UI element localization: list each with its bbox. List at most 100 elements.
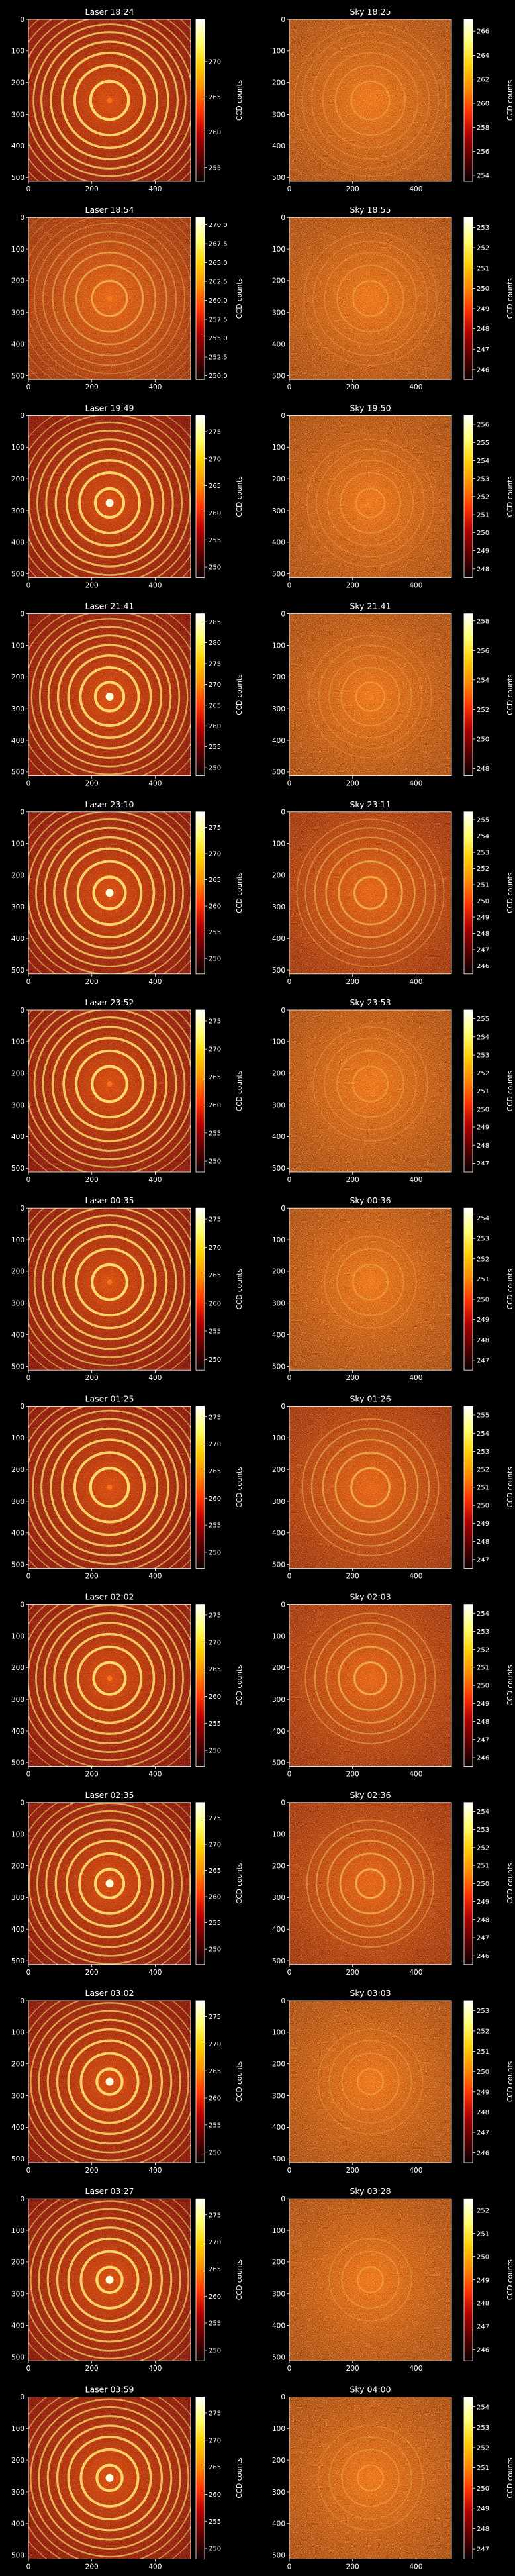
colorbar-tick-label: 250 <box>477 285 489 293</box>
y-tick-label: 500 <box>11 769 24 777</box>
panel-title: Sky 02:03 <box>350 1592 391 1602</box>
colorbar-tick-label: 275 <box>209 1216 221 1224</box>
y-tick-label: 500 <box>272 1165 285 1173</box>
axes-frame <box>289 1207 452 1371</box>
colorbar-tick-label: 254 <box>477 1430 489 1438</box>
y-tick-label: 400 <box>272 1133 285 1141</box>
colorbar-tick-label: 265 <box>209 702 221 709</box>
y-tick-label: 500 <box>11 2155 24 2163</box>
y-tick-label: 0 <box>281 2393 285 2401</box>
colorbar <box>463 2396 473 2559</box>
colorbar-tick-label: 247 <box>477 2323 489 2330</box>
x-tick-label: 0 <box>287 1374 292 1382</box>
y-tick-label: 200 <box>11 673 24 681</box>
colorbar-tick-label: 260 <box>209 1102 221 1109</box>
colorbar-tick-label: 266 <box>477 28 489 36</box>
x-tick-label: 200 <box>85 2167 99 2175</box>
y-tick-label: 200 <box>272 277 285 285</box>
colorbar-tick-label: 250 <box>477 1881 489 1888</box>
y-tick-label: 400 <box>272 1728 285 1736</box>
image-noise <box>289 1208 451 1371</box>
heatmap-panel: Sky 00:36 0 200 400 0 100 200 300 400 500 247 248 24… <box>272 1195 514 1382</box>
fringe-image <box>289 1208 451 1371</box>
x-tick-label: 0 <box>287 185 292 193</box>
colorbar-tick-label: 255 <box>209 1328 221 1336</box>
fringe-image <box>28 2001 191 2163</box>
y-tick-label: 500 <box>11 174 24 182</box>
y-tick-label: 500 <box>11 1759 24 1767</box>
y-tick-label: 200 <box>11 1664 24 1672</box>
colorbar-tick-label: 270.0 <box>209 222 228 229</box>
y-tick-label: 400 <box>11 737 24 745</box>
colorbar-label: CCD counts <box>506 80 514 121</box>
colorbar-tick-label: 253 <box>477 475 489 483</box>
image-noise <box>289 415 451 578</box>
y-tick-label: 0 <box>20 1205 24 1213</box>
colorbar-tick-label: 275 <box>209 824 221 832</box>
y-tick-label: 200 <box>272 2259 285 2267</box>
heatmap-panel: Sky 03:28 0 200 400 0 100 200 300 400 500 246 247 24… <box>272 2186 514 2373</box>
y-tick-label: 400 <box>272 1926 285 1934</box>
heatmap-panel: Sky 18:55 0 200 400 0 100 200 300 400 500 246 247 24… <box>272 205 514 391</box>
y-tick-label: 500 <box>272 967 285 975</box>
colorbar-tick-label: 265 <box>209 483 221 490</box>
y-tick-label: 200 <box>11 1466 24 1474</box>
y-tick-label: 400 <box>11 2124 24 2132</box>
colorbar-label: CCD counts <box>236 80 244 121</box>
image-noise <box>289 811 451 974</box>
colorbar-tick-label: 250 <box>477 1683 489 1690</box>
y-tick-label: 0 <box>281 16 285 24</box>
colorbar-tick-label: 253 <box>477 1628 489 1636</box>
colorbar-tick-label: 255.0 <box>209 335 228 342</box>
central-spot <box>107 1081 113 1087</box>
colorbar-tick-label: 252 <box>477 1466 489 1473</box>
colorbar-tick-label: 252.5 <box>209 354 228 362</box>
colorbar-tick-label: 247 <box>477 2546 489 2553</box>
colorbar <box>195 1009 205 1173</box>
x-tick-label: 400 <box>409 2365 422 2373</box>
y-tick-label: 200 <box>11 2061 24 2069</box>
colorbar-tick-label: 252 <box>477 2028 489 2036</box>
image-noise <box>28 415 191 578</box>
fringe-image <box>28 415 191 578</box>
axes-frame <box>289 1009 452 1173</box>
y-tick-label: 0 <box>20 610 24 618</box>
x-tick-label: 200 <box>85 1969 99 1977</box>
colorbar-label: CCD counts <box>236 1863 244 1904</box>
image-noise <box>289 1604 451 1767</box>
x-tick-label: 0 <box>26 1176 31 1184</box>
colorbar-tick-label: 260 <box>209 1693 221 1701</box>
colorbar <box>463 613 473 776</box>
x-tick-label: 200 <box>85 185 99 193</box>
fringe-image <box>28 19 191 181</box>
x-tick-label: 0 <box>287 2365 292 2373</box>
x-tick-label: 400 <box>148 1176 162 1184</box>
y-tick-label: 400 <box>11 2322 24 2330</box>
y-tick-label: 0 <box>20 214 24 222</box>
y-tick-label: 200 <box>272 1862 285 1870</box>
colorbar-tick-label: 248 <box>477 766 489 773</box>
y-tick-label: 200 <box>11 2457 24 2465</box>
y-tick-label: 400 <box>272 142 285 150</box>
x-tick-label: 200 <box>85 1176 99 1184</box>
colorbar-tick-label: 255 <box>209 1920 221 1927</box>
x-tick-label: 200 <box>346 1771 359 1779</box>
panel-title: Sky 04:00 <box>350 2384 391 2394</box>
colorbar-tick-label: 251 <box>477 1276 489 1283</box>
axes-frame <box>28 2198 191 2361</box>
y-tick-label: 100 <box>272 1434 285 1442</box>
y-tick-label: 500 <box>272 1759 285 1767</box>
y-tick-label: 300 <box>11 111 24 119</box>
colorbar-tick-label: 270 <box>209 681 221 689</box>
colorbar-tick-label: 260 <box>209 510 221 517</box>
x-tick-label: 0 <box>26 978 31 986</box>
y-tick-label: 300 <box>272 1300 285 1308</box>
x-tick-label: 200 <box>85 1771 99 1779</box>
colorbar-tick-label: 246 <box>477 1755 489 1762</box>
colorbar <box>463 1802 473 1965</box>
x-tick-label: 200 <box>346 1176 359 1184</box>
colorbar-tick-label: 270 <box>209 1244 221 1252</box>
y-tick-label: 200 <box>272 475 285 483</box>
image-noise <box>289 613 451 776</box>
colorbar-tick-label: 255 <box>477 817 489 824</box>
